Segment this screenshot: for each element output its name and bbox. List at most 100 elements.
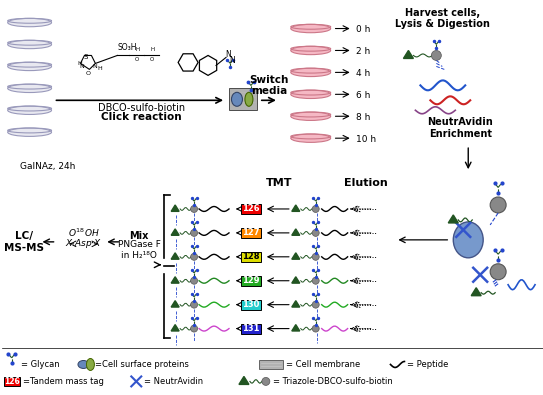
Ellipse shape: [291, 134, 331, 142]
Text: N: N: [229, 56, 235, 65]
Circle shape: [191, 301, 198, 308]
Polygon shape: [171, 205, 179, 211]
Circle shape: [191, 229, 198, 236]
Polygon shape: [292, 229, 300, 235]
Polygon shape: [403, 51, 413, 58]
Ellipse shape: [86, 359, 94, 371]
Text: N: N: [92, 64, 97, 69]
Ellipse shape: [8, 62, 52, 71]
Bar: [241, 300, 261, 310]
Text: DBCO-sulfo-biotin: DBCO-sulfo-biotin: [98, 103, 185, 113]
Ellipse shape: [8, 40, 52, 49]
Text: = NeutrAvidin: = NeutrAvidin: [144, 377, 204, 386]
Ellipse shape: [231, 92, 242, 106]
Text: H: H: [135, 47, 140, 52]
Text: PNGase F
in H₂¹⁸O: PNGase F in H₂¹⁸O: [118, 240, 161, 260]
Text: Click reaction: Click reaction: [101, 112, 181, 122]
Circle shape: [191, 253, 198, 260]
Text: Harvest cells,
Lysis & Digestion: Harvest cells, Lysis & Digestion: [395, 8, 490, 29]
Polygon shape: [171, 301, 179, 307]
Bar: [241, 204, 261, 214]
Polygon shape: [171, 325, 179, 331]
Bar: [229, 88, 257, 110]
Ellipse shape: [78, 361, 89, 369]
Text: H: H: [77, 61, 82, 66]
Circle shape: [191, 205, 198, 213]
Polygon shape: [292, 253, 300, 259]
Text: O: O: [150, 57, 154, 62]
Ellipse shape: [453, 222, 483, 258]
Text: 6 h: 6 h: [356, 91, 370, 100]
Text: =Tandem mass tag: =Tandem mass tag: [23, 377, 104, 386]
Polygon shape: [171, 277, 179, 283]
Text: H: H: [97, 66, 102, 71]
Bar: [259, 361, 283, 369]
Text: 126: 126: [242, 205, 260, 213]
Text: 4 h: 4 h: [356, 69, 370, 78]
Circle shape: [490, 264, 506, 280]
Circle shape: [312, 325, 319, 332]
Text: 0 h: 0 h: [356, 25, 370, 34]
Text: = Peptide: = Peptide: [407, 360, 449, 369]
Text: Mix: Mix: [130, 231, 149, 241]
Circle shape: [312, 301, 319, 308]
Bar: [241, 324, 261, 333]
Text: TMT: TMT: [266, 178, 292, 188]
Bar: [241, 252, 261, 262]
Polygon shape: [239, 376, 249, 384]
Ellipse shape: [8, 128, 52, 136]
Polygon shape: [292, 277, 300, 283]
Text: 2 h: 2 h: [356, 47, 370, 56]
Text: = Glycan: = Glycan: [21, 360, 59, 369]
Ellipse shape: [8, 84, 52, 92]
Bar: [241, 228, 261, 238]
Polygon shape: [292, 205, 300, 211]
Circle shape: [191, 277, 198, 284]
Circle shape: [262, 378, 270, 386]
Circle shape: [431, 51, 441, 60]
Text: 130: 130: [242, 300, 260, 309]
Ellipse shape: [245, 92, 253, 106]
Polygon shape: [171, 253, 179, 259]
Text: Elution: Elution: [344, 178, 388, 188]
Polygon shape: [171, 229, 179, 235]
Text: 131: 131: [242, 324, 260, 333]
Text: 128: 128: [242, 252, 260, 261]
Text: NeutrAvidin
Enrichment: NeutrAvidin Enrichment: [427, 117, 493, 139]
Bar: [241, 276, 261, 286]
Text: N: N: [79, 64, 84, 69]
Ellipse shape: [291, 24, 331, 33]
Text: 126: 126: [4, 377, 20, 386]
Bar: [4, 377, 20, 386]
Text: 10 h: 10 h: [356, 135, 376, 144]
Polygon shape: [471, 288, 481, 296]
Text: $X{\cdot}Asp{\cdot}X$: $X{\cdot}Asp{\cdot}X$: [65, 237, 102, 250]
Text: LC/
MS-MS: LC/ MS-MS: [4, 231, 43, 253]
Text: H: H: [150, 47, 154, 52]
Text: 129: 129: [242, 276, 260, 285]
Text: =Cell surface proteins: =Cell surface proteins: [96, 360, 190, 369]
Ellipse shape: [291, 46, 331, 55]
Text: N: N: [225, 50, 231, 59]
Ellipse shape: [8, 18, 52, 27]
Polygon shape: [292, 301, 300, 307]
Circle shape: [312, 205, 319, 213]
Ellipse shape: [291, 112, 331, 120]
Circle shape: [490, 197, 506, 213]
Text: GalNAz, 24h: GalNAz, 24h: [20, 162, 75, 171]
Polygon shape: [292, 325, 300, 331]
Text: = Triazole-DBCO-sulfo-biotin: = Triazole-DBCO-sulfo-biotin: [273, 377, 393, 386]
Text: SO₃H: SO₃H: [117, 43, 137, 52]
Circle shape: [191, 325, 198, 332]
Text: 127: 127: [242, 228, 260, 237]
Text: $O^{18}OH$: $O^{18}OH$: [68, 227, 99, 239]
Ellipse shape: [291, 90, 331, 98]
Circle shape: [312, 253, 319, 260]
Text: Switch
media: Switch media: [249, 75, 288, 96]
Ellipse shape: [291, 68, 331, 77]
Circle shape: [312, 229, 319, 236]
Text: 8 h: 8 h: [356, 113, 370, 122]
Text: = Cell membrane: = Cell membrane: [286, 360, 360, 369]
Circle shape: [312, 277, 319, 284]
Ellipse shape: [8, 106, 52, 115]
